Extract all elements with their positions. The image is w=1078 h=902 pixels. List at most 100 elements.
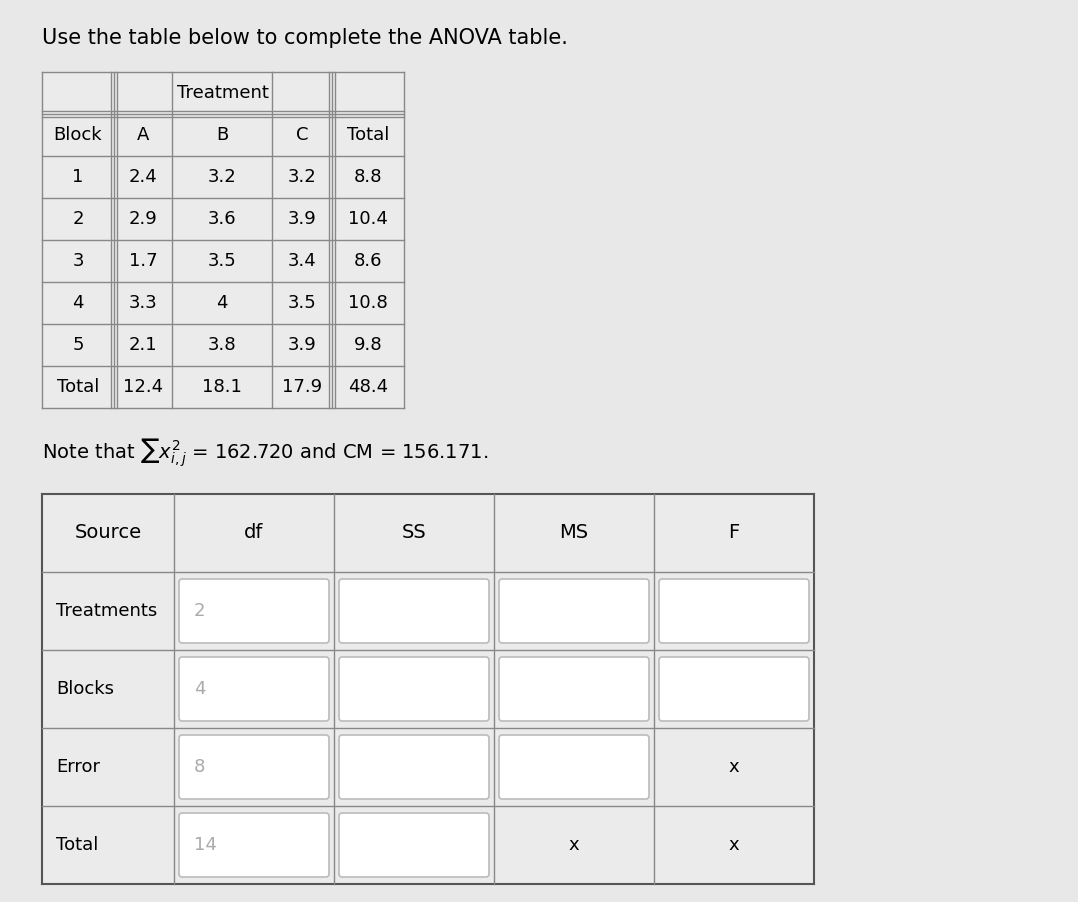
Bar (494, 728, 654, 806)
Bar (172, 72, 272, 114)
Text: 10.4: 10.4 (348, 210, 388, 228)
Text: Blocks: Blocks (56, 680, 114, 698)
Text: 2: 2 (194, 602, 206, 620)
FancyBboxPatch shape (338, 813, 489, 877)
Text: 4: 4 (72, 294, 84, 312)
Text: 3: 3 (72, 252, 84, 270)
Bar (172, 114, 272, 156)
Bar (272, 366, 332, 408)
FancyBboxPatch shape (179, 657, 329, 721)
Text: 3.2: 3.2 (208, 168, 236, 186)
Text: 1.7: 1.7 (128, 252, 157, 270)
Text: Total: Total (56, 836, 98, 854)
Bar (174, 806, 334, 884)
FancyBboxPatch shape (499, 579, 649, 643)
Bar (494, 806, 654, 884)
Text: 9.8: 9.8 (354, 336, 383, 354)
FancyBboxPatch shape (659, 657, 808, 721)
FancyBboxPatch shape (179, 813, 329, 877)
Bar (494, 572, 654, 650)
FancyBboxPatch shape (338, 735, 489, 799)
Text: A: A (137, 126, 149, 144)
Bar (332, 198, 404, 240)
Bar (42, 156, 114, 198)
Bar (42, 72, 114, 114)
Bar (334, 650, 494, 728)
Text: 3.2: 3.2 (288, 168, 316, 186)
FancyBboxPatch shape (179, 735, 329, 799)
Text: 10.8: 10.8 (348, 294, 388, 312)
Bar (42, 282, 114, 324)
Bar (114, 156, 172, 198)
Bar (42, 494, 174, 572)
Text: B: B (216, 126, 229, 144)
Bar (272, 156, 332, 198)
Bar (172, 198, 272, 240)
Text: 3.6: 3.6 (208, 210, 236, 228)
Bar (42, 324, 114, 366)
Text: 14: 14 (194, 836, 217, 854)
Text: Total: Total (347, 126, 389, 144)
Bar (332, 72, 404, 114)
Text: SS: SS (402, 523, 427, 542)
Text: 3.9: 3.9 (288, 336, 316, 354)
Bar (174, 572, 334, 650)
Bar (172, 282, 272, 324)
FancyBboxPatch shape (659, 579, 808, 643)
Text: 8.8: 8.8 (354, 168, 383, 186)
Text: 12.4: 12.4 (123, 378, 163, 396)
FancyBboxPatch shape (179, 579, 329, 643)
Bar (174, 728, 334, 806)
Text: x: x (729, 758, 740, 776)
Bar (42, 650, 174, 728)
Text: 1: 1 (72, 168, 84, 186)
Bar (42, 240, 114, 282)
Text: C: C (295, 126, 308, 144)
Bar (654, 806, 814, 884)
Text: 48.4: 48.4 (348, 378, 388, 396)
FancyBboxPatch shape (499, 735, 649, 799)
Bar (332, 240, 404, 282)
Text: 4: 4 (194, 680, 206, 698)
Bar (332, 324, 404, 366)
Bar (332, 366, 404, 408)
Bar (654, 494, 814, 572)
Bar (272, 198, 332, 240)
Text: 2.9: 2.9 (128, 210, 157, 228)
Bar (114, 324, 172, 366)
Text: 17.9: 17.9 (282, 378, 322, 396)
Text: Source: Source (74, 523, 141, 542)
Text: 2.1: 2.1 (128, 336, 157, 354)
Bar (42, 198, 114, 240)
Bar (172, 156, 272, 198)
Bar (172, 366, 272, 408)
Text: 3.5: 3.5 (208, 252, 236, 270)
Text: Total: Total (57, 378, 99, 396)
FancyBboxPatch shape (499, 657, 649, 721)
Bar (272, 114, 332, 156)
Text: MS: MS (559, 523, 589, 542)
Bar (494, 494, 654, 572)
Bar (334, 728, 494, 806)
Text: 4: 4 (217, 294, 227, 312)
Text: x: x (729, 836, 740, 854)
Text: 3.8: 3.8 (208, 336, 236, 354)
Bar (272, 72, 332, 114)
Bar (114, 240, 172, 282)
Text: Use the table below to complete the ANOVA table.: Use the table below to complete the ANOV… (42, 28, 568, 48)
Bar (114, 198, 172, 240)
Bar (114, 366, 172, 408)
Bar (654, 728, 814, 806)
Bar (42, 806, 174, 884)
Text: 8.6: 8.6 (354, 252, 383, 270)
Bar (174, 494, 334, 572)
Bar (42, 114, 114, 156)
Text: x: x (569, 836, 579, 854)
Bar (332, 156, 404, 198)
Bar (654, 650, 814, 728)
Bar (334, 494, 494, 572)
Bar (332, 282, 404, 324)
Text: 3.5: 3.5 (288, 294, 316, 312)
Bar (654, 572, 814, 650)
Text: Note that $\sum x^2_{i,j}$ = 162.720 and CM = 156.171.: Note that $\sum x^2_{i,j}$ = 162.720 and… (42, 436, 488, 469)
